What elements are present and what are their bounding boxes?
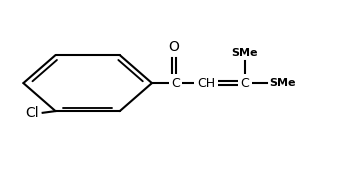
Text: O: O [168, 40, 179, 54]
Text: CH: CH [197, 77, 215, 90]
Text: SMe: SMe [232, 48, 258, 58]
Text: SMe: SMe [269, 78, 296, 88]
Text: C: C [240, 77, 249, 90]
Text: C: C [171, 77, 180, 90]
Text: Cl: Cl [25, 106, 39, 120]
